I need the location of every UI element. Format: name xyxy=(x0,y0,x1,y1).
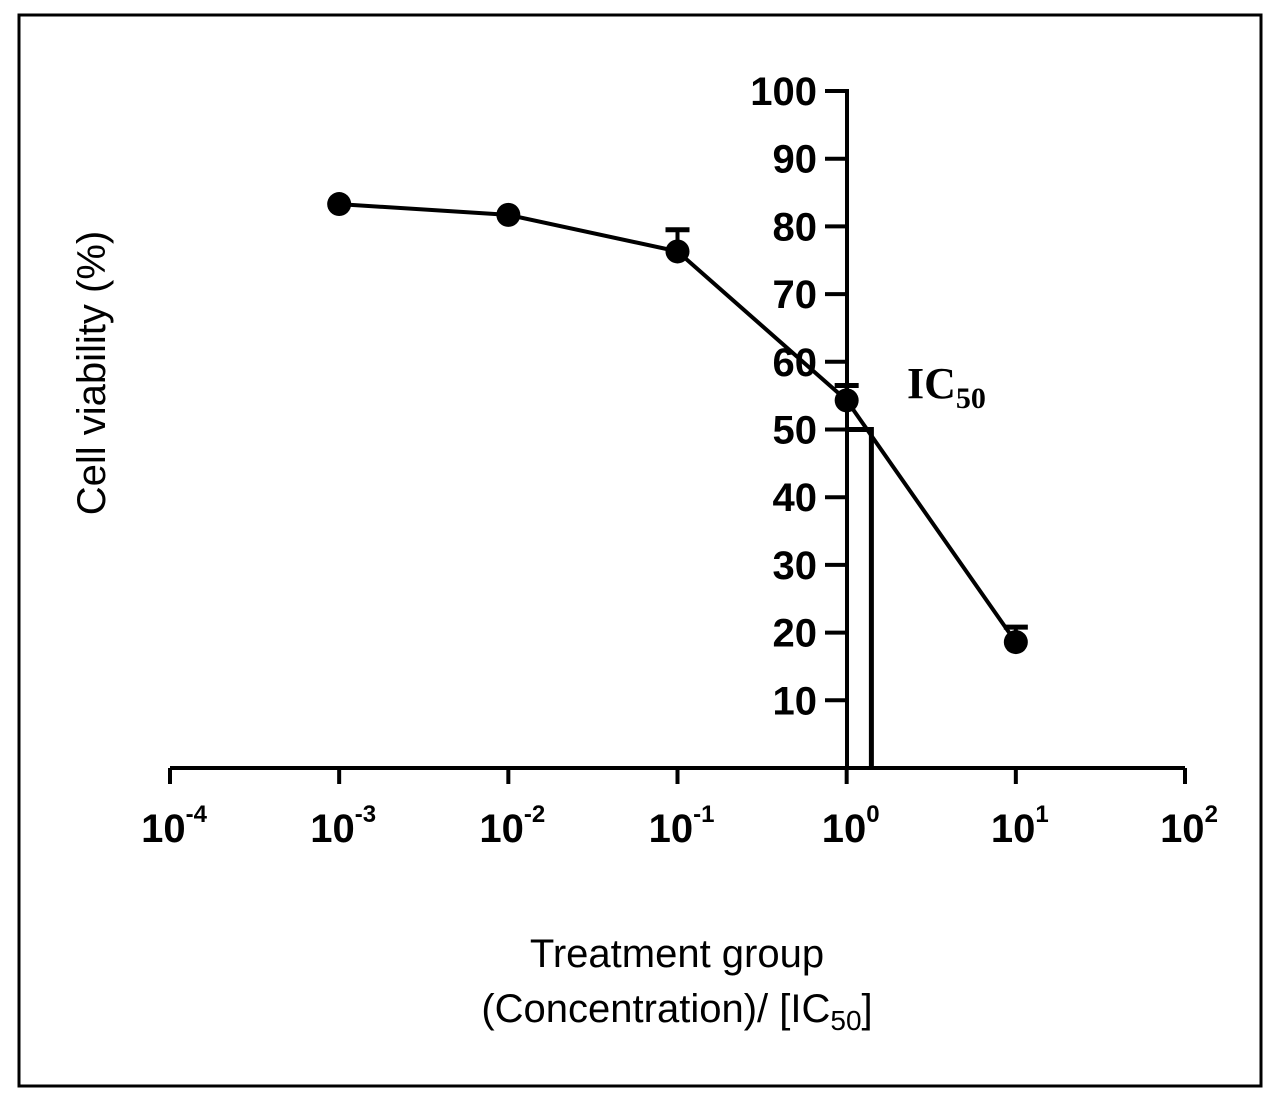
x-tick-label: 10-1 xyxy=(649,801,715,851)
y-tick-label: 60 xyxy=(773,341,818,385)
y-tick-label: 80 xyxy=(773,205,818,249)
x-tick-exponent: -1 xyxy=(693,801,714,828)
x-tick-base: 10 xyxy=(649,807,694,851)
y-tick-label: 70 xyxy=(773,273,818,317)
y-tick-label: 90 xyxy=(773,138,818,182)
y-tick-label: 100 xyxy=(750,70,817,114)
x-tick-exponent: -2 xyxy=(524,801,545,828)
x-tick-label: 10-4 xyxy=(141,801,207,851)
y-tick-label: 10 xyxy=(773,679,818,723)
x-tick-label: 101 xyxy=(991,801,1049,851)
data-point xyxy=(834,388,859,413)
y-tick-label: 40 xyxy=(773,476,818,520)
x-tick-base: 10 xyxy=(822,807,867,851)
y-tick-label: 20 xyxy=(773,612,818,656)
x-tick-label: 10-2 xyxy=(479,801,545,851)
y-axis-title: Cell viability (%) xyxy=(70,231,114,516)
data-point xyxy=(496,202,521,227)
x-tick-label: 100 xyxy=(822,801,880,851)
x-tick-exponent: 0 xyxy=(866,801,879,828)
annotation-ic50: IC50 xyxy=(907,359,986,415)
ic50-drop-line xyxy=(847,427,874,768)
x-tick-base: 10 xyxy=(479,807,524,851)
figure-frame xyxy=(17,13,1263,1088)
x-tick-exponent: 2 xyxy=(1205,801,1218,828)
x-axis: 10-4 10-3 10-2 10-1 100 101 102 xyxy=(141,766,1218,851)
y-tick-label: 30 xyxy=(773,544,818,588)
x-tick-exponent: -3 xyxy=(355,801,376,828)
x-tick-base: 10 xyxy=(310,807,355,851)
x-tick-exponent: -4 xyxy=(186,801,208,828)
series xyxy=(327,192,1028,655)
x-tick-base: 10 xyxy=(991,807,1036,851)
ic50-marker xyxy=(847,427,874,768)
x-tick-base: 10 xyxy=(141,807,186,851)
x-tick-label: 10-3 xyxy=(310,801,376,851)
x-tick-base: 10 xyxy=(1160,807,1205,851)
x-tick-exponent: 1 xyxy=(1035,801,1048,828)
data-point xyxy=(1003,630,1028,655)
y-tick-label: 50 xyxy=(773,409,818,453)
data-point xyxy=(327,192,352,217)
data-point xyxy=(665,239,690,264)
x-axis-title-line1: Treatment group xyxy=(530,932,824,976)
x-axis-title-line2: (Concentration)/ [IC50] xyxy=(481,987,872,1036)
x-tick-label: 102 xyxy=(1160,801,1218,851)
